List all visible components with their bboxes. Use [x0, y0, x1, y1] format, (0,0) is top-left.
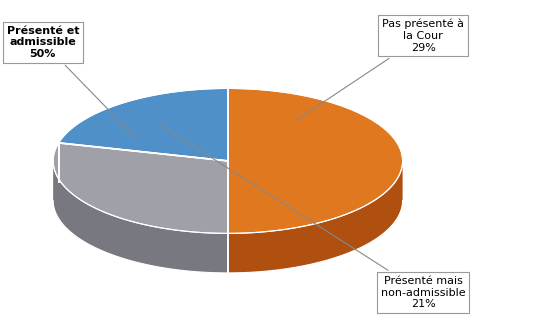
Polygon shape	[59, 88, 228, 161]
Text: Pas présenté à
la Cour
29%: Pas présenté à la Cour 29%	[295, 19, 464, 121]
Text: Présenté et
admissible
50%: Présenté et admissible 50%	[6, 26, 135, 137]
Polygon shape	[228, 88, 403, 233]
Polygon shape	[228, 161, 403, 273]
Polygon shape	[53, 143, 228, 233]
Polygon shape	[53, 161, 228, 273]
Text: Présenté mais
non-admissible
21%: Présenté mais non-admissible 21%	[161, 125, 466, 309]
